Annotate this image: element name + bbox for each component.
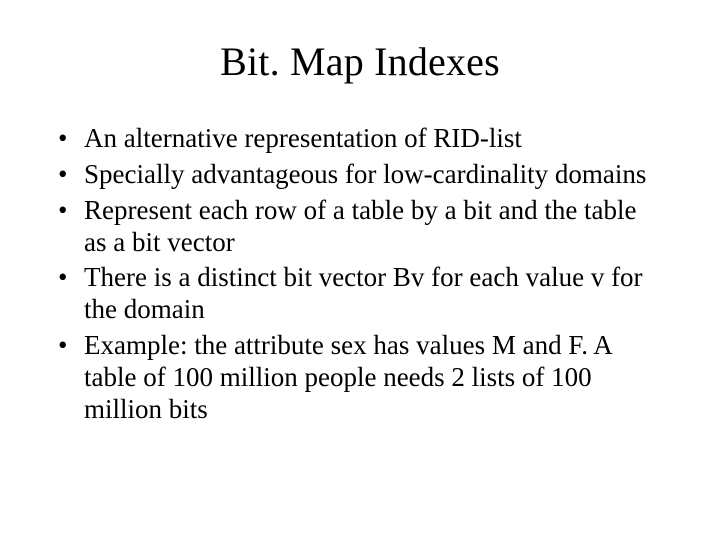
bullet-item: Represent each row of a table by a bit a… bbox=[56, 195, 664, 259]
bullet-list: An alternative representation of RID-lis… bbox=[56, 123, 664, 426]
bullet-item: Specially advantageous for low-cardinali… bbox=[56, 159, 664, 191]
bullet-item: There is a distinct bit vector Bv for ea… bbox=[56, 262, 664, 326]
bullet-item: Example: the attribute sex has values M … bbox=[56, 330, 664, 426]
slide-title: Bit. Map Indexes bbox=[56, 38, 664, 85]
bullet-item: An alternative representation of RID-lis… bbox=[56, 123, 664, 155]
slide-container: Bit. Map Indexes An alternative represen… bbox=[0, 0, 720, 540]
